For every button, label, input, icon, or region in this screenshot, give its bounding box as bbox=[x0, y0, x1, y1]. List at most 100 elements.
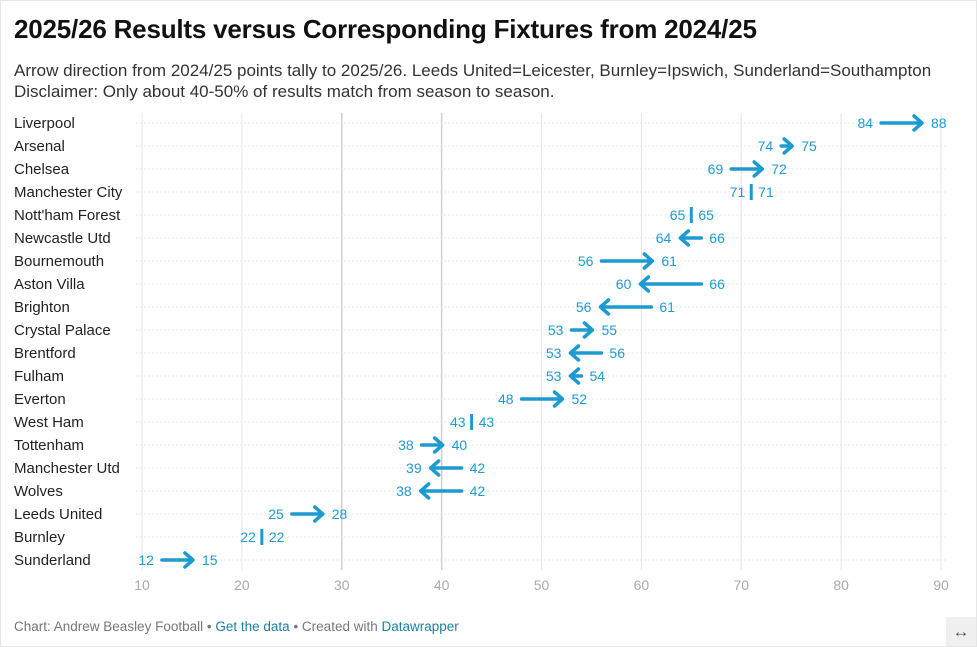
value-from: 66 bbox=[709, 276, 725, 292]
value-from: 54 bbox=[589, 368, 605, 384]
value-labels: 84 88 74 75 69 72 71 71 65 65 66 64 56 61 66 60 61 56 53 55… bbox=[138, 115, 946, 568]
team-label: Brighton bbox=[14, 299, 70, 316]
team-label: Leeds United bbox=[14, 506, 102, 523]
chart-description: Arrow direction from 2024/25 points tall… bbox=[14, 60, 969, 102]
team-label: West Ham bbox=[14, 414, 84, 431]
team-label: Aston Villa bbox=[14, 276, 85, 293]
value-to: 75 bbox=[801, 138, 817, 154]
x-tick-label: 70 bbox=[733, 577, 749, 593]
value-to: 43 bbox=[479, 414, 495, 430]
team-label: Crystal Palace bbox=[14, 322, 111, 339]
value-from: 66 bbox=[709, 230, 725, 246]
team-label: Nott'ham Forest bbox=[14, 207, 121, 224]
arrow-Everton bbox=[519, 390, 565, 408]
team-label: Manchester Utd bbox=[14, 460, 120, 477]
value-from: 74 bbox=[758, 138, 774, 154]
arrow-Aston Villa bbox=[638, 275, 704, 293]
gridlines bbox=[141, 113, 942, 570]
value-to: 65 bbox=[698, 207, 714, 223]
value-to: 39 bbox=[406, 460, 422, 476]
value-from: 25 bbox=[268, 506, 284, 522]
value-to: 28 bbox=[332, 506, 348, 522]
arrow-Sunderland bbox=[160, 551, 195, 569]
team-label: Wolves bbox=[14, 483, 63, 500]
resize-icon[interactable]: ↔ bbox=[946, 617, 976, 646]
team-label: Chelsea bbox=[14, 161, 70, 178]
value-from: 71 bbox=[730, 184, 746, 200]
arrow-Wolves bbox=[418, 482, 464, 500]
get-data-link[interactable]: Get the data bbox=[215, 619, 290, 634]
value-to: 88 bbox=[931, 115, 947, 131]
value-from: 56 bbox=[578, 253, 594, 269]
arrow-Chelsea bbox=[729, 160, 764, 178]
arrow-Liverpool bbox=[879, 114, 924, 132]
value-from: 56 bbox=[609, 345, 625, 361]
team-label: Manchester City bbox=[14, 184, 123, 201]
value-to: 56 bbox=[576, 299, 592, 315]
x-tick-label: 60 bbox=[634, 577, 650, 593]
chart-title: 2025/26 Results versus Corresponding Fix… bbox=[14, 14, 757, 44]
value-from: 38 bbox=[398, 437, 414, 453]
value-to: 53 bbox=[546, 368, 562, 384]
x-tick-label: 20 bbox=[234, 577, 250, 593]
team-label: Sunderland bbox=[14, 552, 91, 569]
footer: Chart: Andrew Beasley Football • Get the… bbox=[14, 619, 459, 634]
team-label: Arsenal bbox=[14, 138, 65, 155]
arrow-Newcastle Utd bbox=[678, 229, 704, 247]
value-to: 71 bbox=[758, 184, 774, 200]
x-tick-label: 30 bbox=[334, 577, 350, 593]
value-to: 22 bbox=[269, 529, 285, 545]
x-tick-label: 90 bbox=[933, 577, 949, 593]
value-from: 69 bbox=[708, 161, 724, 177]
team-labels: Liverpool Arsenal Chelsea Manchester City No… bbox=[14, 115, 123, 569]
value-to: 52 bbox=[571, 391, 587, 407]
arrow-Arsenal bbox=[779, 137, 794, 155]
value-to: 72 bbox=[771, 161, 787, 177]
description-line-1: Arrow direction from 2024/25 points tall… bbox=[14, 61, 932, 80]
footer-separator: • bbox=[206, 619, 212, 634]
arrow-Manchester Utd bbox=[428, 459, 464, 477]
description-line-2: Disclaimer: Only about 40-50% of results… bbox=[14, 82, 555, 101]
x-tick-label: 40 bbox=[434, 577, 450, 593]
row-guides bbox=[136, 122, 948, 561]
value-from: 61 bbox=[659, 299, 675, 315]
team-label: Newcastle Utd bbox=[14, 230, 111, 247]
team-label: Liverpool bbox=[14, 115, 75, 132]
value-to: 64 bbox=[656, 230, 672, 246]
value-from: 43 bbox=[450, 414, 466, 430]
x-tick-label: 80 bbox=[833, 577, 849, 593]
datawrapper-link[interactable]: Datawrapper bbox=[381, 619, 459, 634]
value-to: 60 bbox=[616, 276, 632, 292]
value-to: 38 bbox=[396, 483, 412, 499]
arrow-Crystal Palace bbox=[569, 321, 595, 339]
value-to: 61 bbox=[661, 253, 677, 269]
team-label: Everton bbox=[14, 391, 66, 408]
value-to: 53 bbox=[546, 345, 562, 361]
arrow-Tottenham bbox=[419, 436, 445, 454]
value-from: 65 bbox=[670, 207, 686, 223]
value-from: 53 bbox=[548, 322, 564, 338]
x-tick-label: 50 bbox=[534, 577, 550, 593]
footer-credit: Chart: Andrew Beasley Football bbox=[14, 619, 204, 634]
arrow-Leeds United bbox=[290, 505, 325, 523]
value-to: 55 bbox=[601, 322, 617, 338]
team-label: Bournemouth bbox=[14, 253, 104, 270]
arrow-Brentford bbox=[568, 344, 604, 362]
value-from: 42 bbox=[470, 460, 486, 476]
value-from: 48 bbox=[498, 391, 514, 407]
value-to: 40 bbox=[452, 437, 468, 453]
value-from: 42 bbox=[470, 483, 486, 499]
value-from: 22 bbox=[240, 529, 256, 545]
arrow-Bournemouth bbox=[599, 252, 655, 270]
x-tick-label: 10 bbox=[134, 577, 150, 593]
team-label: Fulham bbox=[14, 368, 64, 385]
team-label: Brentford bbox=[14, 345, 76, 362]
arrow-Brighton bbox=[598, 298, 654, 316]
arrows bbox=[160, 114, 924, 569]
value-to: 15 bbox=[202, 552, 218, 568]
value-from: 12 bbox=[138, 552, 154, 568]
footer-created-with: • Created with bbox=[293, 619, 378, 634]
arrow-Fulham bbox=[568, 367, 584, 385]
value-from: 84 bbox=[857, 115, 873, 131]
